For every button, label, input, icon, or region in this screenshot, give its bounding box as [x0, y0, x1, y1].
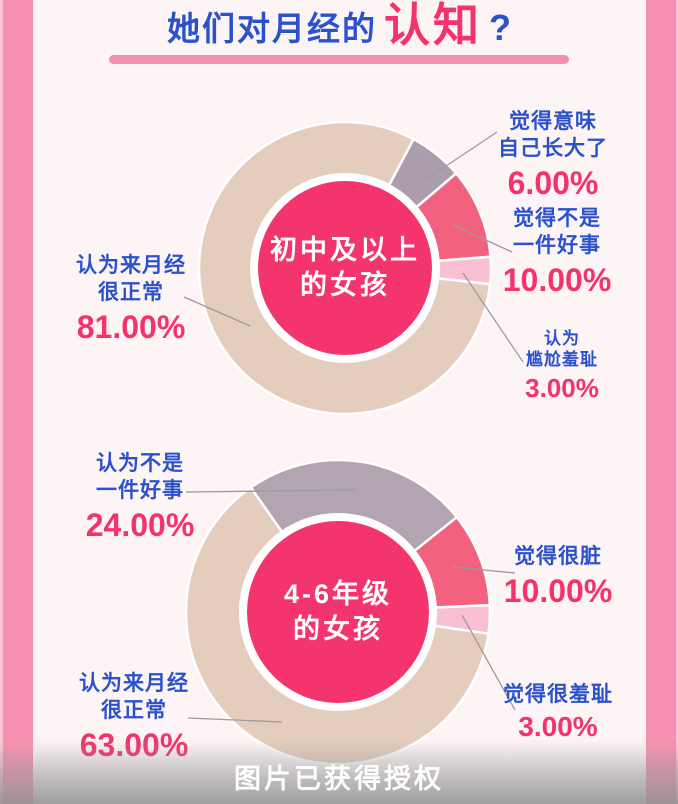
right-border-edge [676, 0, 678, 804]
watermark-text: 图片已获得授权 [234, 764, 444, 794]
title-highlight: 认知 [384, 0, 482, 51]
slice-label-dirty: 觉得很脏 10.00% [488, 543, 628, 609]
slice-label-text: 很正常 [101, 699, 167, 722]
slice-label-text: 尴尬羞耻 [526, 350, 598, 369]
slice-label-text: 一件好事 [513, 234, 601, 257]
slice-label-not-good-thing-2: 认为不是 一件好事 24.00% [70, 450, 210, 543]
slice-label-text: 自己长大了 [498, 137, 608, 160]
chart1-center-label: 初中及以上 的女孩 [245, 233, 445, 303]
title-prefix: 她们对月经的 [167, 10, 377, 48]
slice-label-text: 一件好事 [96, 479, 184, 502]
donut-center-circle [247, 521, 429, 703]
slice-label-embarrassed: 认为 尴尬羞耻 3.00% [492, 328, 632, 403]
slice-label-ashamed: 觉得很羞耻 3.00% [488, 681, 628, 743]
chart2-center-label: 4-6年级 的女孩 [238, 577, 438, 647]
chart1-center-line: 初中及以上 [270, 235, 420, 265]
donut-center-circle [258, 181, 432, 355]
slice-percentage: 10.00% [503, 573, 613, 609]
right-border [646, 0, 676, 804]
title-underline [109, 55, 569, 64]
title-question-mark: ? [489, 6, 511, 48]
slice-percentage: 3.00% [518, 711, 598, 742]
slice-label-not-good-thing: 觉得不是 一件好事 10.00% [487, 205, 627, 298]
slice-label-text: 认为 [544, 329, 580, 348]
slice-label-text: 觉得很羞耻 [503, 683, 613, 706]
slice-label-text: 觉得意味 [509, 110, 597, 133]
slice-label-text: 认为来月经 [76, 254, 186, 277]
slice-label-normal-top: 认为来月经 很正常 81.00% [61, 252, 201, 345]
chart2-center-line: 的女孩 [293, 614, 383, 644]
slice-percentage: 6.00% [507, 165, 599, 201]
watermark-bar: 图片已获得授权 [0, 740, 678, 804]
slice-percentage: 3.00% [525, 373, 599, 403]
left-border [3, 0, 33, 804]
slice-label-text: 觉得很脏 [514, 545, 602, 568]
slice-label-text: 觉得不是 [513, 207, 601, 230]
chart1-center-line: 的女孩 [300, 270, 390, 300]
chart2-center-line: 4-6年级 [283, 579, 393, 609]
slice-label-text: 很正常 [98, 281, 164, 304]
slice-label-text: 认为不是 [96, 452, 184, 475]
slice-label-grown-up: 觉得意味 自己长大了 6.00% [483, 108, 623, 201]
slice-percentage: 81.00% [76, 309, 186, 345]
slice-percentage: 10.00% [502, 262, 612, 298]
page-title: 她们对月经的 认知 ? [0, 2, 678, 48]
left-border-edge [0, 0, 3, 804]
slice-label-text: 认为来月经 [79, 672, 189, 695]
slice-percentage: 24.00% [85, 507, 195, 543]
donut-chart-grade-4-6 [183, 457, 493, 767]
